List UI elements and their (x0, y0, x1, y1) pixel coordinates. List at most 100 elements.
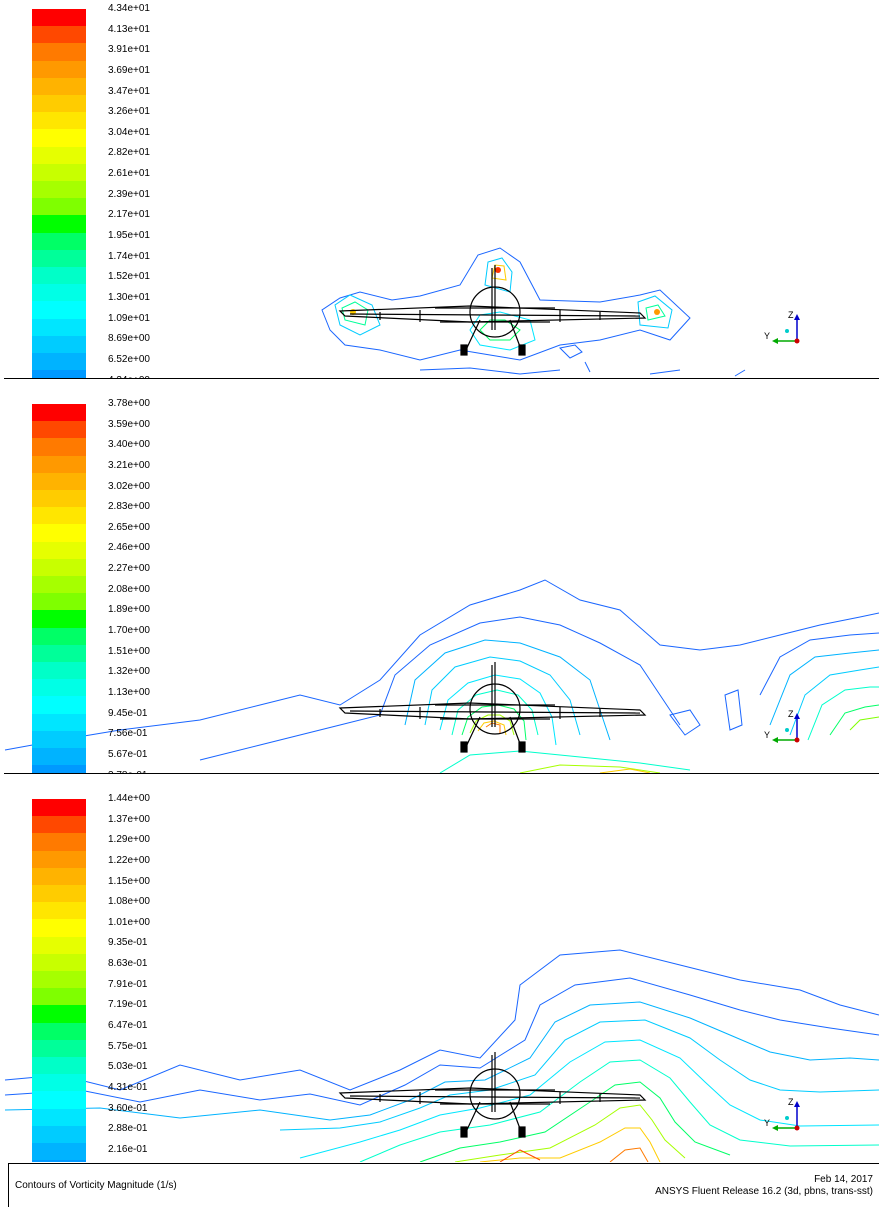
axis-y-label-1: Y (764, 331, 770, 341)
colorbar-swatch (32, 284, 86, 302)
colorbar-swatch (32, 421, 86, 439)
contour-panel-1: Z Y 4.34e+01 4.13e+01 3.91e+01 3.69e+01 3.47… (0, 0, 879, 378)
colorbar-tick-label: 3.60e-01 (108, 1102, 148, 1114)
colorbar-tick-label: 1.13e+00 (108, 686, 150, 698)
colorbar-swatch (32, 953, 86, 972)
colorbar-tick-label: 3.78e-01 (108, 770, 147, 773)
colorbar-swatch (32, 867, 86, 886)
colorbar-swatch (32, 215, 86, 234)
colorbar-swatch (32, 662, 86, 680)
colorbar-swatch (32, 198, 86, 216)
contour-field-2: Z Y (4, 579, 879, 773)
colorbar-tick-label: 2.88e-01 (108, 1123, 148, 1135)
colorbar-swatch (32, 490, 86, 508)
colorbar-swatch (32, 472, 86, 491)
colorbar-swatch (32, 971, 86, 989)
colorbar-swatch (32, 163, 86, 182)
colorbar-tick-label: 1.22e+00 (108, 854, 150, 866)
colorbar-tick-label: 1.01e+00 (108, 916, 150, 928)
colorbar-tick-label: 8.63e-01 (108, 958, 148, 970)
colorbar-tick-label: 2.46e+00 (108, 542, 150, 554)
contour-field-1: Z Y (321, 247, 800, 377)
colorbar-swatch (32, 558, 86, 577)
axis-triad-2 (772, 713, 800, 743)
colorbar-swatch (32, 455, 86, 474)
colorbar-tick-label: 5.67e-01 (108, 748, 148, 760)
colorbar-tick-label: 3.40e+00 (108, 439, 150, 451)
colorbar-swatch (32, 1005, 86, 1024)
axis-z-label-3: Z (788, 1097, 794, 1107)
colorbar-swatch (32, 181, 86, 199)
aircraft-outline-2 (338, 662, 647, 753)
colorbar-swatch (32, 267, 86, 285)
colorbar-swatch (32, 765, 86, 773)
aircraft-outline-1 (338, 265, 647, 356)
colorbar-swatch (32, 1160, 86, 1162)
colorbar-tick-label: 6.52e+00 (108, 353, 150, 365)
colorbar-tick-label: 3.69e+01 (108, 64, 150, 76)
axis-y-label-3: Y (764, 1118, 770, 1128)
axis-z-label-1: Z (788, 310, 794, 320)
colorbar-swatch (32, 353, 86, 371)
colorbar-swatch (32, 1143, 86, 1161)
colorbar-tick-label: 4.31e-01 (108, 1081, 148, 1093)
colorbar-swatch (32, 43, 86, 62)
colorbar-tick-label: 9.35e-01 (108, 937, 148, 949)
colorbar-tick-label: 3.47e+01 (108, 85, 150, 97)
colorbar-swatch (32, 9, 86, 27)
colorbar-swatch (32, 1108, 86, 1127)
colorbar-swatch (32, 593, 86, 611)
colorbar-swatch (32, 1091, 86, 1110)
colorbar-tick-label: 4.34e+01 (108, 3, 150, 14)
colorbar-swatch (32, 627, 86, 646)
colorbar-swatch (32, 730, 86, 749)
colorbar-swatch (32, 679, 86, 697)
colorbar-swatch (32, 77, 86, 96)
colorbar-tick-label: 7.56e-01 (108, 728, 148, 740)
colorbar-swatch (32, 919, 86, 938)
colorbar-tick-label: 1.15e+00 (108, 875, 150, 887)
colorbar-swatch (32, 988, 86, 1006)
colorbar-swatch (32, 1125, 86, 1144)
colorbar-swatch (32, 524, 86, 543)
colorbar-swatch (32, 541, 86, 560)
colorbar-swatch (32, 60, 86, 79)
colorbar-tick-label: 3.02e+00 (108, 480, 150, 492)
colorbar-swatch (32, 301, 86, 320)
colorbar-swatch (32, 146, 86, 165)
contour-panel-3: Z Y 1.44e+00 1.37e+00 1.29e+00 1.22e+00 1.15… (0, 790, 879, 1162)
software-release: ANSYS Fluent Release 16.2 (3d, pbns, tra… (655, 1186, 873, 1197)
colorbar-tick-label: 2.82e+01 (108, 147, 150, 159)
colorbar-swatch (32, 335, 86, 354)
colorbar-swatch (32, 404, 86, 422)
colorbar-tick-label: 5.75e-01 (108, 1040, 148, 1052)
colorbar-swatch (32, 318, 86, 337)
axis-y-label-2: Y (764, 730, 770, 740)
colorbar-tick-label: 8.69e+00 (108, 333, 150, 345)
axis-triad-3 (772, 1101, 800, 1131)
colorbar-swatch (32, 438, 86, 457)
panel-divider-1 (4, 378, 879, 379)
colorbar-tick-label: 4.34e+00 (108, 375, 150, 378)
footer-info: Contours of Vorticity Magnitude (1/s) Fe… (8, 1163, 879, 1207)
colorbar-swatch (32, 696, 86, 715)
colorbar-tick-label: 3.26e+01 (108, 106, 150, 118)
colorbar-swatch (32, 902, 86, 920)
plot-date: Feb 14, 2017 (814, 1174, 873, 1185)
colorbar-tick-label: 1.95e+01 (108, 230, 150, 242)
colorbar-tick-label: 2.61e+01 (108, 168, 150, 180)
colorbar-tick-label: 1.52e+01 (108, 271, 150, 283)
colorbar-tick-label: 1.51e+00 (108, 645, 150, 657)
colorbar-tick-label: 9.45e-01 (108, 707, 148, 719)
colorbar-tick-label: 1.09e+01 (108, 312, 150, 324)
colorbar-tick-label: 5.03e-01 (108, 1061, 148, 1073)
colorbar-tick-label: 2.39e+01 (108, 188, 150, 200)
colorbar-tick-label: 1.70e+00 (108, 625, 150, 637)
contour-field-3: Z Y (4, 949, 879, 1162)
colorbar-swatch (32, 249, 86, 268)
colorbar-tick-label: 3.21e+00 (108, 459, 150, 471)
colorbar-swatch (32, 1074, 86, 1092)
colorbar-tick-label: 2.83e+00 (108, 501, 150, 513)
colorbar-tick-label: 1.89e+00 (108, 604, 150, 616)
axis-z-label-2: Z (788, 709, 794, 719)
